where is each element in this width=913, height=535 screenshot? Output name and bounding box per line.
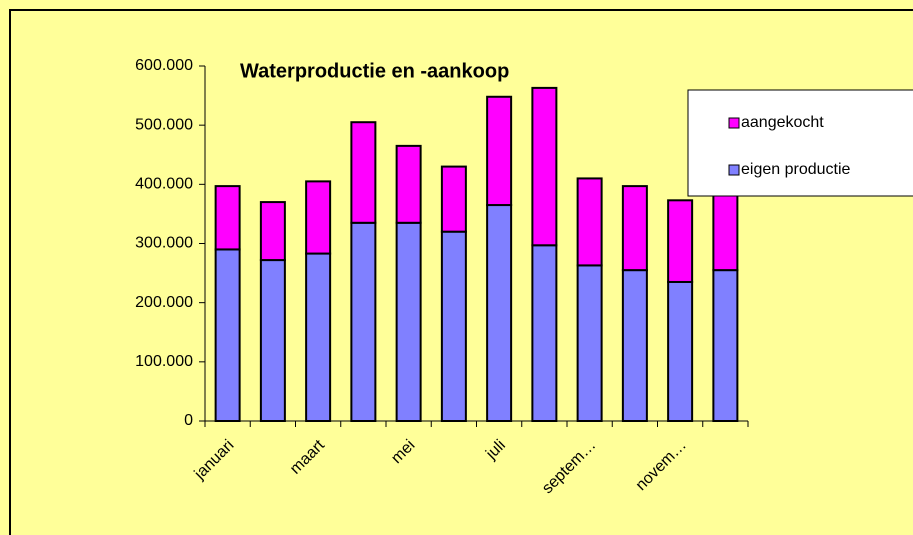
legend-label: aangekocht: [741, 114, 824, 131]
y-tick-label: 0: [184, 412, 193, 429]
y-tick-label: 600.000: [135, 57, 193, 74]
bar: [621, 269, 648, 422]
bar: [667, 199, 694, 283]
bar: [486, 95, 513, 207]
bar: [531, 86, 558, 247]
bar: [259, 201, 286, 262]
bar: [440, 230, 467, 422]
chart-title: Waterproductie en -aankoop: [240, 60, 509, 82]
y-tick-label: 400.000: [135, 176, 193, 193]
bar: [395, 221, 422, 422]
bar: [712, 269, 739, 422]
legend-label: eigen productie: [741, 161, 851, 178]
bar: [259, 259, 286, 423]
bar: [214, 185, 241, 251]
y-tick-label: 200.000: [135, 294, 193, 311]
bar: [305, 180, 332, 255]
y-tick-label: 300.000: [135, 235, 193, 252]
bar: [576, 264, 603, 422]
bar: [214, 248, 241, 422]
bar: [531, 244, 558, 422]
bar: [350, 121, 377, 224]
legend-swatch: [728, 164, 740, 176]
legend-swatch: [728, 117, 740, 129]
bar: [395, 144, 422, 224]
bar: [667, 280, 694, 423]
bar: [305, 252, 332, 422]
bar: [621, 185, 648, 272]
bar: [350, 221, 377, 422]
bar: [712, 183, 739, 272]
y-tick-label: 100.000: [135, 353, 193, 370]
bar: [486, 204, 513, 422]
bar: [576, 177, 603, 267]
legend: [687, 89, 913, 197]
bar: [440, 165, 467, 233]
y-tick-label: 500.000: [135, 116, 193, 133]
